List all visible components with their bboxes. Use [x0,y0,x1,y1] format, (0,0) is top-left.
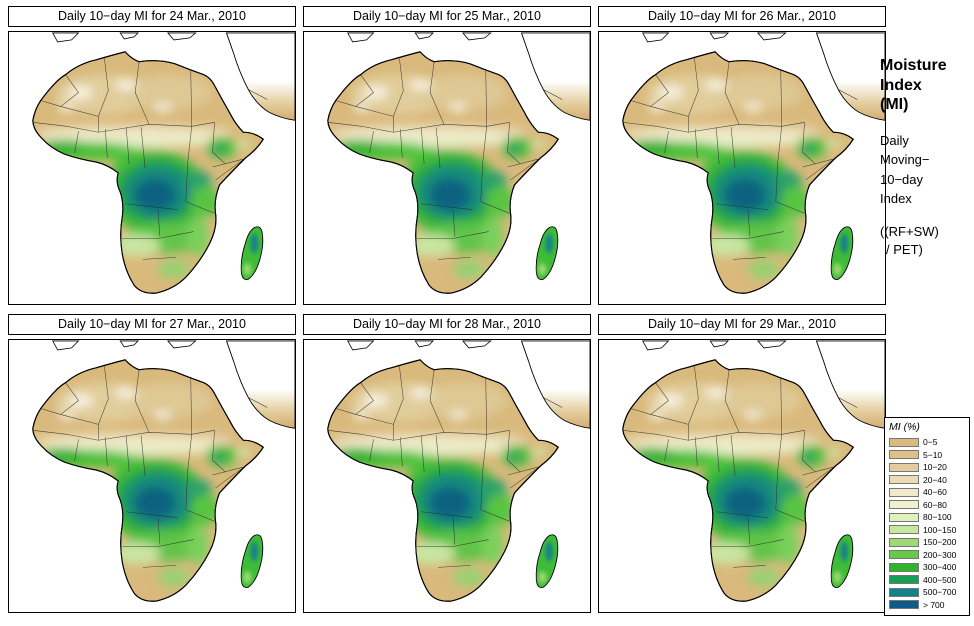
sidebar: Moisture Index (MI) Daily Moving− 10−day… [880,56,972,260]
legend-row: 60−80 [889,499,965,512]
legend-color-swatch [889,475,919,485]
panel-title: Daily 10−day MI for 28 Mar., 2010 [303,314,591,335]
panel-title: Daily 10−day MI for 24 Mar., 2010 [8,6,296,27]
map-panel: Daily 10−day MI for 27 Mar., 2010 [8,314,296,613]
legend-row: 40−60 [889,486,965,499]
map-panel: Daily 10−day MI for 28 Mar., 2010 [303,314,591,613]
sidebar-subtitle-line: Daily [880,132,909,148]
legend-label: 20−40 [923,474,947,485]
sidebar-title-line: Index [880,76,922,94]
sidebar-title-line: (MI) [880,96,909,114]
panel-title: Daily 10−day MI for 29 Mar., 2010 [598,314,886,335]
legend-label: 60−80 [923,499,947,510]
legend-label: 5−10 [923,449,943,460]
legend-label: 0−5 [923,437,938,448]
africa-map [598,31,886,305]
legend-row: 5−10 [889,449,965,462]
legend-label: 80−100 [923,512,952,523]
map-panel: Daily 10−day MI for 26 Mar., 2010 [598,6,886,305]
legend-label: 40−60 [923,487,947,498]
map-panel: Daily 10−day MI for 29 Mar., 2010 [598,314,886,613]
legend-title: MI (%) [889,421,920,433]
legend-row: 200−300 [889,549,965,562]
legend-label: 10−20 [923,462,947,473]
africa-map-svg [304,32,590,304]
legend-items: 0−5 5−10 10−20 20−40 40−60 60−80 80−100 … [889,436,965,611]
legend-row: 400−500 [889,574,965,587]
panel-title: Daily 10−day MI for 27 Mar., 2010 [8,314,296,335]
legend-row: 500−700 [889,586,965,599]
panel-title: Daily 10−day MI for 26 Mar., 2010 [598,6,886,27]
legend-row: 150−200 [889,536,965,549]
sidebar-formula-line: ((RF+SW) [880,223,939,239]
legend-row: 80−100 [889,511,965,524]
africa-map [303,31,591,305]
africa-map-svg [9,340,295,612]
africa-map [8,339,296,613]
sidebar-title-line: Moisture [880,57,947,74]
legend: MI (%) 0−5 5−10 10−20 20−40 40−60 60−80 … [884,417,970,616]
legend-color-swatch [889,462,919,472]
map-panel: Daily 10−day MI for 25 Mar., 2010 [303,6,591,305]
africa-map-svg [599,32,885,304]
legend-color-swatch [889,500,919,510]
panel-title: Daily 10−day MI for 25 Mar., 2010 [303,6,591,27]
legend-color-swatch [889,600,919,610]
legend-row: 20−40 [889,474,965,487]
legend-label: 150−200 [923,537,957,548]
africa-map [598,339,886,613]
africa-map [303,339,591,613]
sidebar-formula-line: / PET) [886,242,923,258]
legend-label: 400−500 [923,574,957,585]
legend-color-swatch [889,450,919,460]
legend-label: 300−400 [923,562,957,573]
legend-label: 500−700 [923,587,957,598]
africa-map [8,31,296,305]
legend-row: 100−150 [889,524,965,537]
sidebar-subtitle-line: Index [880,191,912,207]
sidebar-subtitle-line: Moving− [880,152,930,168]
legend-color-swatch [889,525,919,535]
africa-map-svg [304,340,590,612]
africa-map-svg [599,340,885,612]
legend-row: 300−400 [889,561,965,574]
legend-label: 200−300 [923,549,957,560]
legend-row: 0−5 [889,436,965,449]
sidebar-subtitle-line: 10−day [880,171,924,187]
legend-label: > 700 [923,599,945,610]
legend-color-swatch [889,550,919,560]
legend-label: 100−150 [923,524,957,535]
legend-color-swatch [889,575,919,585]
map-panel: Daily 10−day MI for 24 Mar., 2010 [8,6,296,305]
africa-map-svg [9,32,295,304]
legend-color-swatch [889,487,919,497]
legend-row: 10−20 [889,461,965,474]
legend-row: > 700 [889,599,965,612]
legend-color-swatch [889,537,919,547]
map-grid: Daily 10−day MI for 24 Mar., 2010 Daily … [8,6,886,613]
legend-color-swatch [889,512,919,522]
legend-color-swatch [889,587,919,597]
legend-color-swatch [889,437,919,447]
legend-color-swatch [889,562,919,572]
